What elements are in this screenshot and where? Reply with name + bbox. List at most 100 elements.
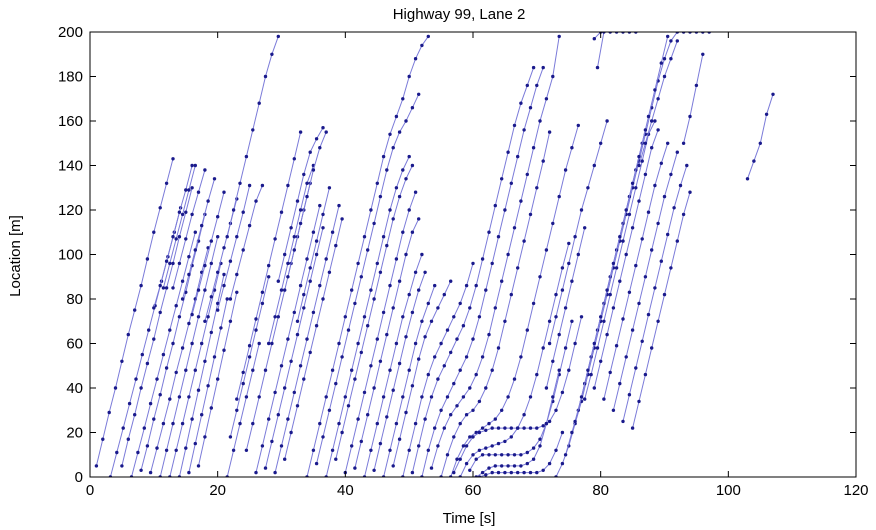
trajectory-point [519, 464, 523, 468]
trajectory-point [541, 424, 545, 428]
trajectory-point [528, 395, 533, 399]
trajectory-point [410, 106, 415, 110]
x-tick-label: 120 [843, 482, 868, 499]
trajectory-point [353, 466, 357, 470]
x-axis-title: Time [s] [443, 510, 496, 527]
trajectory-point [563, 168, 568, 172]
trajectory-point [512, 464, 517, 468]
trajectory-point [503, 208, 507, 212]
trajectory-series-33 [305, 34, 430, 477]
trajectory-point [321, 126, 325, 130]
trajectory-point [263, 368, 268, 372]
trajectory-point [433, 283, 437, 288]
trajectory-point [177, 235, 182, 239]
trajectory-point [426, 448, 430, 452]
trajectory-point [318, 421, 322, 426]
trajectory-point [592, 163, 596, 168]
trajectory-point [551, 395, 555, 399]
trajectory-point [375, 261, 379, 266]
trajectory-point [148, 401, 153, 406]
trajectory-point [407, 74, 411, 79]
trajectory-point [500, 408, 504, 412]
trajectory-point [653, 286, 657, 290]
trajectory-point [193, 230, 197, 234]
trajectory-point [417, 288, 421, 292]
trajectory-point [340, 355, 344, 359]
trajectory-point [455, 457, 459, 461]
trajectory-point [484, 428, 488, 432]
trajectory-series-51 [452, 315, 584, 475]
trajectory-point [235, 397, 239, 401]
trajectory-point [496, 235, 501, 239]
trajectory-point [496, 441, 501, 446]
trajectory-point [426, 301, 430, 306]
x-tick-label: 80 [592, 482, 609, 499]
trajectory-series-2 [108, 206, 183, 477]
trajectory-point [407, 292, 411, 297]
x-tick-label: 40 [337, 482, 354, 499]
trajectory-series-25 [254, 203, 322, 475]
trajectory-point [477, 315, 482, 319]
y-tick-label: 180 [58, 69, 83, 86]
trajectory-point [147, 328, 151, 332]
trajectory-point [350, 288, 354, 292]
trajectory-point [366, 413, 370, 417]
trajectory-series-42 [391, 279, 453, 468]
trajectory-point [461, 395, 466, 399]
trajectory-point [254, 317, 258, 321]
trajectory-point [490, 470, 494, 475]
trajectory-point [247, 223, 252, 228]
trajectory-point [509, 426, 513, 430]
trajectory-point [222, 272, 226, 277]
trajectory-point [292, 157, 296, 161]
trajectory-point [247, 344, 252, 348]
trajectory-point [407, 154, 411, 159]
trajectory-point [621, 317, 625, 321]
trajectory-point [468, 468, 472, 472]
trajectory-point [413, 341, 418, 346]
trajectory-line [450, 125, 579, 477]
trajectory-point [235, 272, 239, 277]
trajectory-point [442, 292, 446, 297]
trajectory-series-48 [449, 123, 580, 477]
trajectory-point [464, 461, 469, 466]
trajectory-point [353, 301, 357, 306]
trajectory-series-13 [161, 163, 197, 290]
trajectory-point [279, 364, 284, 368]
trajectory-point [650, 346, 654, 350]
trajectory-series-64 [544, 226, 587, 390]
trajectory-point [174, 237, 178, 241]
trajectory-point [241, 210, 245, 214]
trajectory-point [650, 119, 654, 123]
trajectory-point [193, 441, 197, 446]
trajectory-point [305, 337, 309, 341]
trajectory-point [500, 464, 504, 468]
trajectory-point [283, 386, 287, 390]
trajectory-point [522, 128, 526, 132]
trajectory-point [528, 106, 533, 110]
trajectory-series-28 [283, 217, 344, 461]
trajectory-point [458, 457, 462, 461]
trajectory-point [190, 312, 194, 317]
trajectory-point [196, 315, 201, 319]
trajectory-point [209, 295, 213, 299]
trajectory-point [429, 466, 434, 470]
trajectory-point [640, 339, 644, 343]
trajectory-point [650, 146, 654, 150]
trajectory-point [643, 275, 648, 279]
trajectory-point [420, 395, 424, 399]
trajectory-point [375, 337, 379, 341]
trajectory-point [599, 141, 603, 145]
trajectory-point [343, 315, 347, 319]
trajectory-series-17 [203, 197, 239, 323]
trajectory-point [343, 395, 347, 399]
trajectory-point [321, 297, 325, 301]
trajectory-point [397, 279, 402, 283]
trajectory-point [474, 430, 478, 435]
trajectory-point [270, 341, 274, 346]
trajectory-point [560, 461, 565, 466]
trajectory-point [487, 421, 491, 426]
trajectory-point [206, 315, 210, 319]
trajectory-point [289, 359, 293, 363]
trajectory-point [522, 470, 526, 475]
